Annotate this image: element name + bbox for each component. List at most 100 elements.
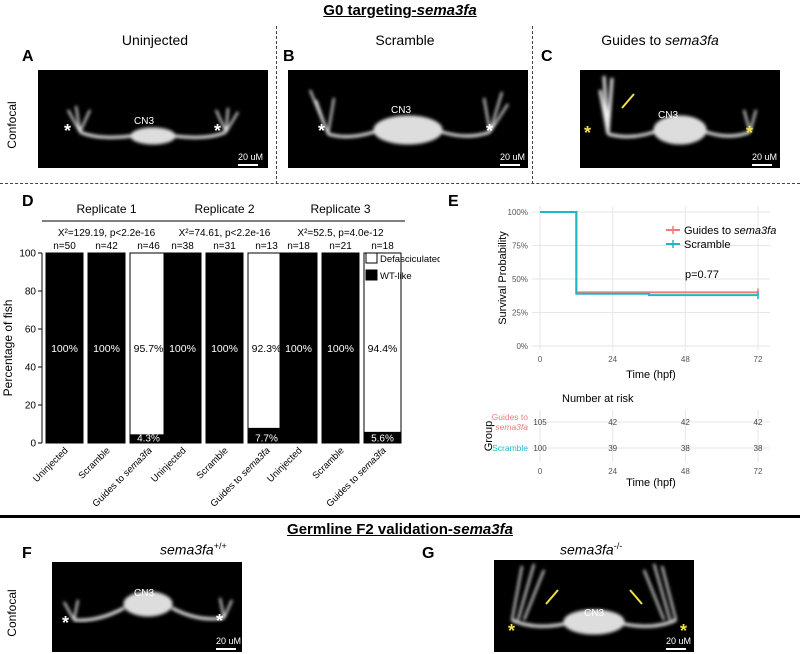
bar-n-label: n=18 (287, 241, 310, 252)
bar-percent-label: 94.4% (368, 343, 398, 355)
bar-wt-like (363, 431, 402, 444)
y-tick-label-d: 40 (25, 363, 37, 374)
replicate-stat: X²=74.61, p<2.2e-16 (179, 228, 271, 239)
asterisk-left-a: * (64, 121, 72, 141)
panel-c-title: Guides to sema3fa (540, 32, 780, 48)
y-tick-label-d: 0 (30, 439, 36, 450)
x-category-label: Uninjected (31, 445, 71, 485)
top-title-gene: sema3fa (416, 2, 477, 19)
risk-value: 38 (681, 444, 690, 453)
divider-bc (532, 26, 533, 184)
bar-wt-like (163, 252, 202, 444)
panel-f-title: sema3fa+/+ (160, 541, 227, 558)
x-category-label: Scramble (310, 445, 346, 481)
confocal-image-scramble: * * CN3 20 uM (288, 70, 528, 168)
bar-wt-like (279, 252, 318, 444)
confocal-image-wildtype: * * CN3 20 uM (52, 562, 242, 652)
cn3-label-a: CN3 (134, 116, 155, 127)
section-separator (0, 515, 800, 518)
bar-percent-label: 100% (93, 343, 120, 355)
y-tick-label-e: 50% (512, 275, 528, 284)
y-tick-label-d: 80 (25, 287, 37, 298)
asterisk-right-g: * (680, 621, 688, 641)
panel-label-b: B (283, 48, 295, 65)
panel-e-chart-area: 0% 25% 50% 75% 100% 0 24 48 72 Time (hpf) Survival… (440, 190, 800, 510)
replicate-title: Replicate 3 (310, 202, 370, 216)
x-axis-label-e: Time (hpf) (626, 369, 676, 381)
y-tick-label-e: 100% (508, 208, 528, 217)
survival-chart-e: 0% 25% 50% 75% 100% 0 24 48 72 Time (hpf) Survival… (483, 206, 776, 489)
risk-x-tick-label: 72 (754, 467, 763, 476)
x-category-label: Uninjected (265, 445, 305, 485)
asterisk-right-f: * (216, 611, 224, 631)
bar-n-label: n=18 (371, 241, 394, 252)
bar-wt-percent-label: 5.6% (371, 434, 394, 445)
risk-value: 42 (608, 418, 617, 427)
bar-wt-like (45, 252, 84, 444)
asterisk-right-c: * (746, 123, 754, 143)
risk-value: 100 (533, 444, 547, 453)
risk-y-axis-label: Group (483, 421, 495, 452)
panel-label-g: G (422, 545, 435, 562)
risk-group-label: Guides to (492, 412, 529, 422)
neuron-rendering-b (309, 89, 509, 145)
bar-n-label: n=50 (53, 241, 76, 252)
risk-x-tick-label: 48 (681, 467, 690, 476)
top-title-prefix: G0 targeting- (323, 2, 417, 19)
bottom-title: Germline F2 validation-sema3fa (0, 521, 800, 538)
risk-value: 39 (608, 444, 617, 453)
panel-c-title-gene: sema3fa (665, 32, 719, 48)
y-axis-label-d: Percentage of fish (1, 300, 15, 397)
asterisk-left-b: * (318, 121, 326, 141)
confocal-image-guides: * * CN3 20 uM (580, 70, 780, 168)
legend-swatch-wt-like (365, 269, 378, 281)
panel-c-title-prefix: Guides to (601, 32, 666, 48)
legend-label-wt-like: WT-like (380, 271, 412, 282)
scale-label-g: 20 uM (666, 636, 692, 646)
y-tick-label-d: 60 (25, 325, 37, 336)
panel-g-genotype: sema3fa (560, 541, 614, 558)
scale-bar-g (666, 648, 686, 650)
y-tick-label-e: 0% (516, 342, 528, 351)
replicate-title: Replicate 1 (76, 202, 136, 216)
top-title: G0 targeting-sema3fa (0, 2, 800, 19)
survival-line (540, 211, 758, 297)
bar-wt-percent-label: 4.3% (137, 434, 160, 445)
bar-n-label: n=46 (137, 241, 160, 252)
y-tick-label-d: 20 (25, 401, 37, 412)
p-value-e: p=0.77 (685, 269, 719, 281)
panel-f-genotype: sema3fa (160, 541, 214, 558)
bar-percent-label: 100% (327, 343, 354, 355)
y-axis-label-e: Survival Probability (497, 231, 509, 325)
replicate-stat: X²=52.5, p=4.0e-12 (297, 228, 384, 239)
legend-label-e: Scramble (684, 239, 730, 251)
scale-label-f: 20 uM (216, 636, 242, 646)
x-category-label: Scramble (194, 445, 230, 481)
bar-defasciculated (247, 252, 286, 444)
divider-ab (276, 26, 277, 184)
bar-n-label: n=13 (255, 241, 278, 252)
panel-label-d: D (22, 193, 34, 210)
asterisk-right-a: * (214, 121, 222, 141)
bar-wt-like (87, 252, 126, 444)
panel-label-f: F (22, 545, 32, 562)
x-tick-label-e: 0 (538, 355, 543, 364)
cn3-label-b: CN3 (391, 105, 412, 116)
cn3-label-c: CN3 (658, 110, 679, 121)
cn3-label-f: CN3 (134, 588, 155, 599)
confocal-label-top: Confocal (0, 101, 42, 148)
scale-bar-a (238, 164, 258, 166)
neuron-rendering-a (67, 105, 239, 145)
risk-group-label: sema3fa (495, 422, 528, 432)
panel-d-chart-area: Percentage of fish 0 20 40 60 80 100 Replicate … (0, 190, 442, 510)
neuron-rendering-g (511, 563, 677, 635)
bottom-title-prefix: Germline F2 validation- (287, 521, 453, 538)
bar-n-label: n=42 (95, 241, 118, 252)
confocal-image-uninjected: * * CN3 20 uM (38, 70, 268, 168)
risk-x-tick-label: 24 (608, 467, 617, 476)
panel-label-a: A (22, 48, 34, 65)
y-tick-label-d: 100 (19, 249, 36, 260)
bar-wt-like (321, 252, 360, 444)
panel-a-title: Uninjected (121, 32, 189, 48)
scale-bar-b (500, 164, 520, 166)
